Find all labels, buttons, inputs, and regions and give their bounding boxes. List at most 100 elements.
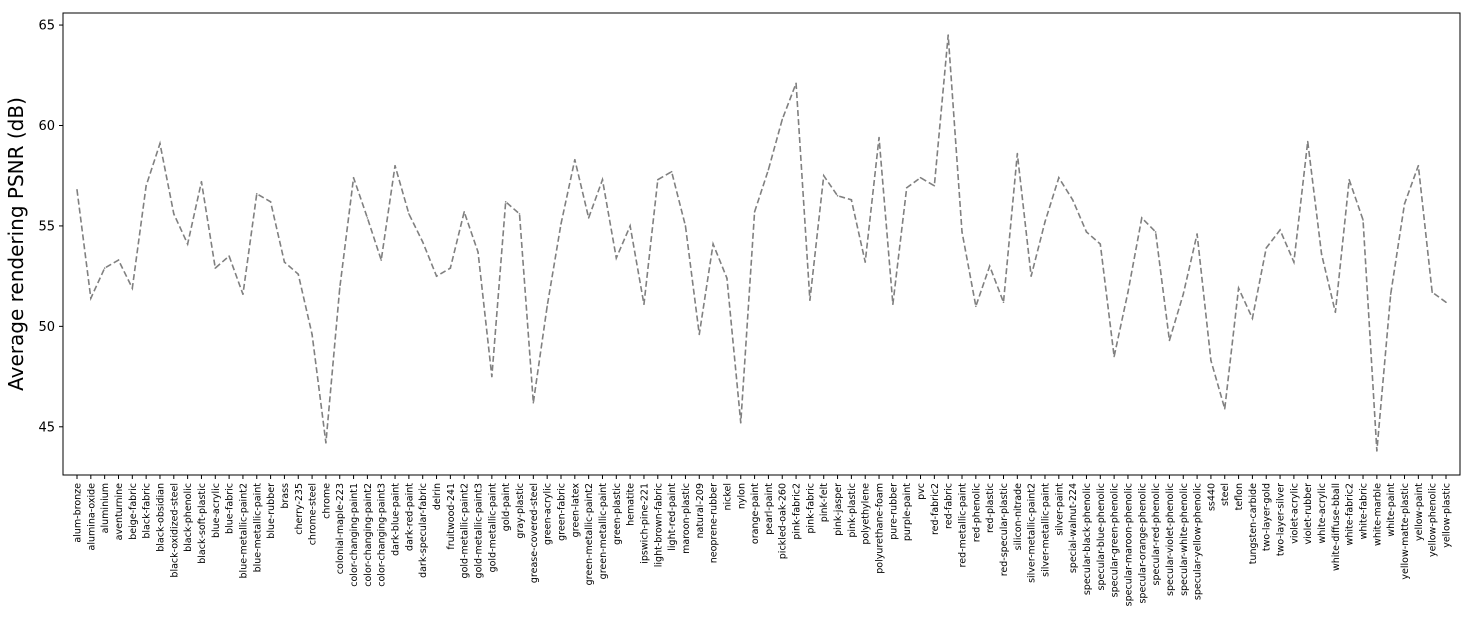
data-point bbox=[739, 421, 742, 424]
data-point bbox=[864, 261, 867, 263]
data-point bbox=[1071, 199, 1074, 201]
x-tick-label: gold-metallic-paint bbox=[487, 483, 498, 573]
x-tick-label: violet-acrylic bbox=[1289, 483, 1300, 544]
data-point bbox=[947, 34, 949, 36]
data-point bbox=[352, 176, 355, 179]
x-tick-label: natural-209 bbox=[695, 483, 706, 539]
data-point bbox=[76, 188, 78, 191]
data-point bbox=[1196, 233, 1198, 235]
data-point bbox=[518, 213, 521, 215]
x-tick-label: grease-covered-steel bbox=[529, 483, 540, 583]
x-tick-label: specular-blue-phenolic bbox=[1096, 483, 1107, 590]
data-point bbox=[587, 217, 590, 219]
x-tick-label: blue-fabric bbox=[225, 483, 236, 534]
x-tick-label: pink-felt bbox=[819, 483, 830, 522]
data-point bbox=[435, 275, 438, 277]
x-tick-label: yellow-phenolic bbox=[1428, 483, 1439, 557]
x-tick-label: green-acrylic bbox=[543, 483, 554, 545]
x-tick-label: steel bbox=[1220, 483, 1231, 506]
x-tick-label: cherry-235 bbox=[294, 483, 305, 535]
x-tick-label: special-walnut-224 bbox=[1068, 483, 1079, 573]
data-point bbox=[961, 231, 963, 233]
x-tick-label: blue-metallic-paint bbox=[252, 483, 263, 573]
data-point bbox=[1154, 231, 1157, 233]
data-point bbox=[532, 401, 535, 404]
data-point bbox=[795, 82, 797, 85]
data-point bbox=[1293, 261, 1295, 263]
data-point bbox=[491, 375, 493, 378]
data-point bbox=[670, 170, 673, 173]
x-tick-label: brass bbox=[280, 483, 291, 509]
data-point bbox=[753, 211, 756, 213]
data-point bbox=[684, 225, 687, 227]
data-point bbox=[1306, 140, 1309, 143]
data-point bbox=[781, 118, 784, 121]
data-point bbox=[629, 225, 631, 227]
x-tick-label: chrome bbox=[321, 483, 332, 519]
data-point bbox=[1348, 178, 1350, 181]
data-point bbox=[1265, 247, 1268, 249]
data-point bbox=[1058, 176, 1060, 179]
x-tick-label: yellow-paint bbox=[1414, 483, 1425, 541]
x-tick-label: specular-green-phenolic bbox=[1110, 483, 1121, 597]
x-tick-label: red-specular-plastic bbox=[999, 483, 1010, 576]
x-tick-label: silver-metallic-paint bbox=[1040, 483, 1051, 577]
x-tick-label: green-plastic bbox=[612, 483, 623, 545]
x-tick-label: purple-paint bbox=[902, 483, 913, 541]
data-point bbox=[338, 287, 341, 289]
x-tick-label: black-oxidized-steel bbox=[169, 483, 180, 578]
data-point bbox=[1016, 152, 1019, 155]
x-tick-label: nylon bbox=[736, 483, 747, 509]
x-tick-label: violet-rubber bbox=[1303, 483, 1314, 545]
data-point bbox=[463, 211, 465, 213]
x-tick-label: specular-yellow-phenolic bbox=[1193, 483, 1204, 600]
data-point bbox=[297, 273, 300, 275]
data-point bbox=[560, 223, 562, 225]
x-tick-label: dark-blue-paint bbox=[391, 483, 402, 556]
data-point bbox=[892, 303, 894, 306]
x-tick-label: white-acrylic bbox=[1317, 483, 1328, 544]
x-tick-label: alumina-oxide bbox=[86, 483, 97, 551]
data-point bbox=[103, 267, 106, 269]
data-point bbox=[975, 305, 977, 308]
x-tick-label: neoprene-rubber bbox=[709, 483, 720, 563]
data-point bbox=[615, 257, 618, 259]
data-point bbox=[933, 184, 936, 187]
data-point bbox=[712, 243, 714, 245]
x-tick-label: blue-metallic-paint2 bbox=[238, 483, 249, 578]
data-point bbox=[919, 176, 922, 179]
data-point bbox=[726, 277, 728, 279]
data-point bbox=[809, 299, 811, 302]
data-point bbox=[822, 174, 825, 177]
x-tick-label: maroon-plastic bbox=[681, 483, 692, 554]
x-tick-label: blue-rubber bbox=[266, 483, 277, 539]
x-tick-label: specular-violet-phenolic bbox=[1165, 483, 1176, 596]
x-tick-label: red-fabric2 bbox=[930, 483, 941, 535]
data-point bbox=[173, 213, 175, 215]
data-point bbox=[200, 180, 203, 183]
data-point bbox=[228, 255, 230, 257]
x-tick-label: silver-paint bbox=[1054, 483, 1065, 536]
x-tick-label: specular-orange-phenolic bbox=[1137, 483, 1148, 604]
x-tick-label: delrin bbox=[432, 483, 443, 510]
x-tick-label: specular-red-phenolic bbox=[1151, 483, 1162, 586]
data-point bbox=[159, 142, 161, 145]
data-point bbox=[698, 333, 701, 336]
x-tick-label: green-metallic-paint2 bbox=[584, 483, 595, 585]
data-point bbox=[380, 259, 383, 261]
x-tick-label: alum-bronze bbox=[73, 483, 84, 543]
data-point bbox=[1030, 275, 1032, 277]
data-point bbox=[878, 136, 880, 139]
data-point bbox=[1334, 311, 1337, 314]
data-point bbox=[311, 333, 313, 336]
x-tick-label: pink-jasper bbox=[833, 483, 844, 536]
data-point bbox=[836, 194, 839, 197]
x-tick-label: black-phenolic bbox=[183, 483, 194, 552]
x-tick-label: red-metallic-paint bbox=[958, 483, 969, 568]
x-tick-label: white-marble bbox=[1372, 483, 1383, 546]
x-tick-label: light-red-paint bbox=[667, 483, 678, 551]
x-tick-label: blue-acrylic bbox=[211, 483, 222, 538]
x-tick-label: light-brown-fabric bbox=[653, 483, 664, 567]
data-point bbox=[1320, 253, 1323, 255]
x-tick-label: gold-metallic-paint2 bbox=[460, 483, 471, 578]
